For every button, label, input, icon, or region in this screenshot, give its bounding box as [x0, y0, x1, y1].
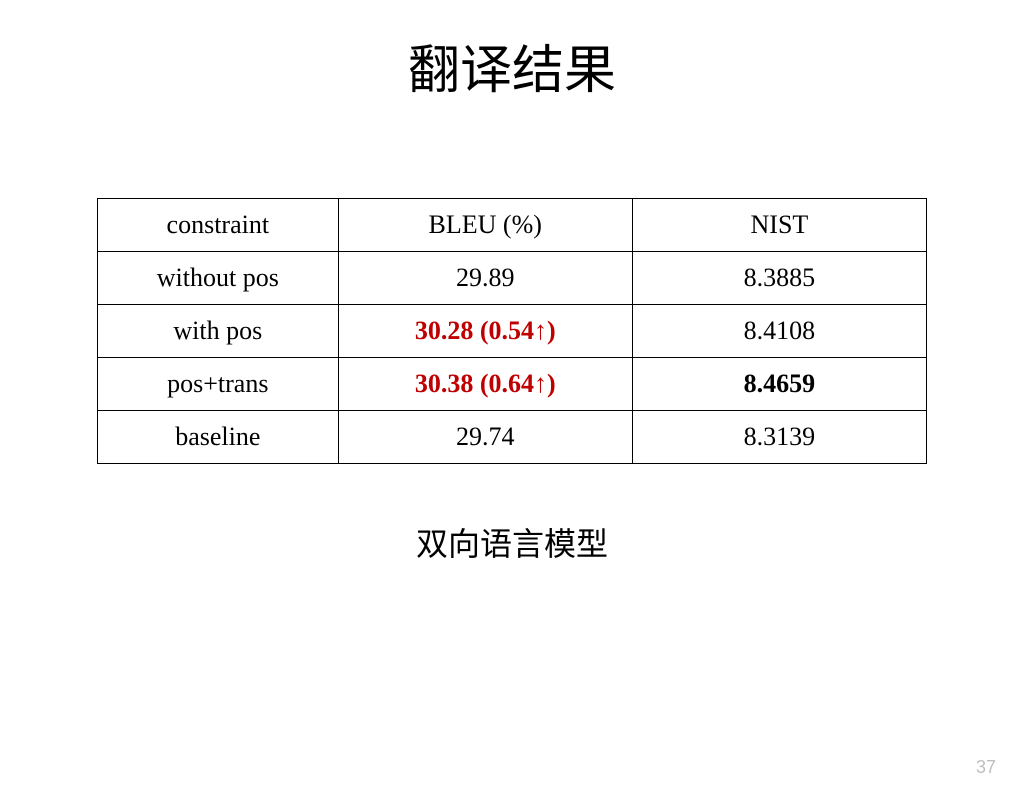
table-row: with pos 30.28 (0.54↑) 8.4108 [98, 305, 927, 358]
table-row: without pos 29.89 8.3885 [98, 252, 927, 305]
col-header-nist: NIST [632, 199, 926, 252]
cell-constraint: baseline [98, 411, 339, 464]
table-row: baseline 29.74 8.3139 [98, 411, 927, 464]
page-title: 翻译结果 [0, 28, 1024, 103]
col-header-constraint: constraint [98, 199, 339, 252]
table-row: pos+trans 30.38 (0.64↑) 8.4659 [98, 358, 927, 411]
cell-constraint: without pos [98, 252, 339, 305]
cell-nist: 8.3139 [632, 411, 926, 464]
cell-bleu: 30.38 (0.64↑) [338, 358, 632, 411]
cell-bleu: 30.28 (0.54↑) [338, 305, 632, 358]
cell-constraint: with pos [98, 305, 339, 358]
cell-nist: 8.4108 [632, 305, 926, 358]
cell-bleu: 29.89 [338, 252, 632, 305]
cell-constraint: pos+trans [98, 358, 339, 411]
table-header-row: constraint BLEU (%) NIST [98, 199, 927, 252]
results-table-container: constraint BLEU (%) NIST without pos 29.… [97, 198, 927, 464]
cell-bleu: 29.74 [338, 411, 632, 464]
results-table: constraint BLEU (%) NIST without pos 29.… [97, 198, 927, 464]
cell-nist: 8.3885 [632, 252, 926, 305]
subtitle: 双向语言模型 [0, 519, 1024, 565]
cell-nist: 8.4659 [632, 358, 926, 411]
col-header-bleu: BLEU (%) [338, 199, 632, 252]
